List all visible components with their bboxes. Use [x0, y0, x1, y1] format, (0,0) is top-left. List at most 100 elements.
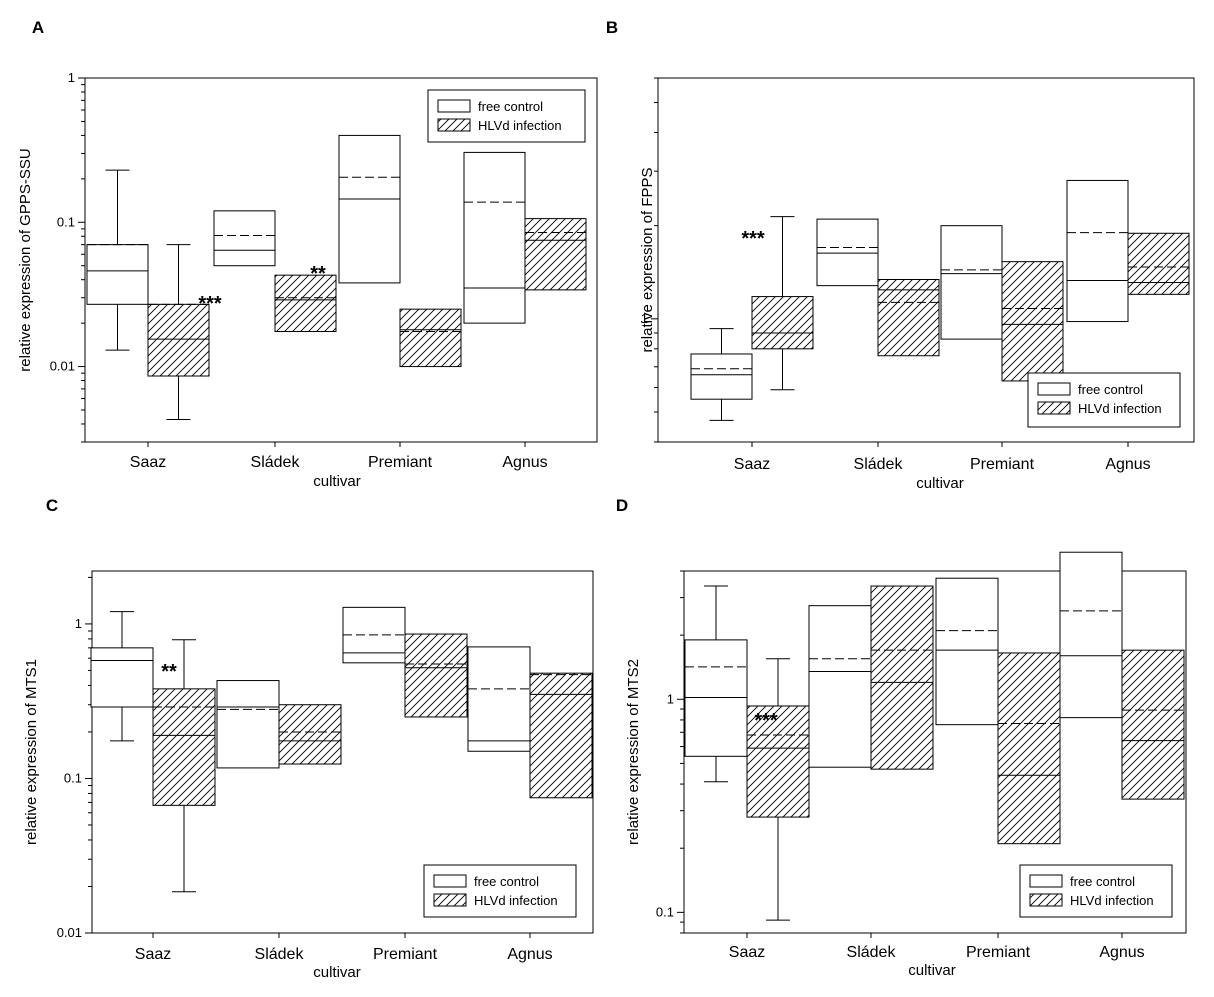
legend-swatch-control: [1029, 874, 1063, 888]
box-hlvd-premiant: [404, 633, 468, 718]
box-iqr: [870, 585, 934, 770]
box-iqr: [213, 210, 276, 267]
x-axis-label: cultivar: [916, 475, 964, 492]
x-category-label: Premiant: [373, 946, 438, 963]
box-hlvd-agnus: [1121, 649, 1185, 800]
plot-frame: [657, 77, 1195, 443]
box-hlvd-saaz: [147, 244, 210, 420]
y-tick-label: 0.1: [656, 904, 674, 919]
plot-frame: [84, 77, 598, 443]
box-hlvd-premiant: [997, 652, 1061, 845]
box-iqr: [1127, 232, 1190, 295]
box-hlvd-sládek: [274, 274, 337, 332]
y-axis-label: relative expression of FPPS: [639, 167, 656, 352]
y-axis-label: relative expression of MTS1: [23, 659, 40, 845]
legend: free control HLVd infection: [1027, 372, 1181, 428]
box-iqr: [808, 605, 872, 768]
box-iqr: [147, 303, 210, 377]
x-category-label: Agnus: [507, 946, 552, 963]
box-hlvd-premiant: [399, 308, 462, 368]
legend-label-hlvd: HLVd infection: [1078, 401, 1162, 416]
x-category-label: Sládek: [251, 454, 301, 471]
box-control-premiant: [935, 577, 999, 726]
y-tick-label: 1: [75, 616, 82, 631]
box-iqr: [86, 244, 149, 305]
box-iqr: [816, 218, 879, 287]
box-iqr: [399, 308, 462, 368]
significance-marker: **: [310, 263, 326, 285]
x-category-label: Sládek: [255, 946, 305, 963]
box-iqr: [216, 680, 280, 769]
box-iqr: [935, 577, 999, 726]
box-control-sládek: [216, 680, 280, 769]
chart-panel-c: C 0.01 0.1 1 Saaz Sládek Premiant Agnus cultivar…: [23, 496, 594, 981]
box-control-agnus: [1059, 551, 1123, 719]
panel-letter: A: [32, 18, 44, 37]
panel-letter: D: [616, 496, 628, 515]
box-control-agnus: [463, 151, 526, 324]
x-category-label: Saaz: [135, 946, 171, 963]
significance-marker: ***: [754, 710, 778, 732]
box-hlvd-sládek: [877, 278, 940, 357]
box-hlvd-saaz: [751, 216, 814, 391]
chart-panel-b: B 1 Saaz Sládek Premiant Agnus cultivar relativ…: [606, 18, 1195, 492]
box-iqr: [940, 225, 1003, 340]
legend: free control HLVd infection: [427, 89, 586, 143]
x-axis-label: cultivar: [313, 964, 361, 981]
legend: free control HLVd infection: [423, 864, 577, 918]
legend-swatch-control: [1037, 382, 1071, 396]
legend-swatch-hlvd: [437, 118, 471, 132]
legend-label-hlvd: HLVd infection: [478, 118, 562, 133]
box-iqr: [463, 151, 526, 324]
legend-label-control: free control: [1078, 382, 1143, 397]
significance-marker: **: [161, 661, 177, 683]
y-tick-label: 0.1: [57, 214, 75, 229]
box-iqr: [467, 646, 531, 752]
x-category-label: Premiant: [368, 454, 433, 471]
legend-label-hlvd: HLVd infection: [1070, 893, 1154, 908]
box-iqr: [529, 672, 593, 799]
box-iqr: [524, 218, 587, 291]
box-hlvd-agnus: [524, 218, 587, 291]
legend-label-hlvd: HLVd infection: [474, 893, 558, 908]
y-axis-label: relative expression of GPPS-SSU: [17, 148, 34, 371]
y-tick-label: 0.01: [50, 359, 75, 374]
x-category-label: Saaz: [729, 944, 765, 961]
x-category-label: Sládek: [847, 944, 897, 961]
box-iqr: [751, 296, 814, 350]
box-hlvd-saaz: [152, 639, 216, 893]
box-iqr: [152, 688, 216, 806]
box-control-premiant: [940, 225, 1003, 340]
significance-marker: ***: [198, 293, 222, 315]
chart-panel-a: A 0.01 0.1 1 Saaz Sládek Premiant Agnus cultivar…: [17, 18, 598, 490]
box-hlvd-premiant: [1001, 261, 1064, 382]
y-axis-label: relative expression of MTS2: [625, 659, 642, 845]
box-control-premiant: [342, 606, 406, 664]
x-category-label: Sládek: [854, 456, 904, 473]
box-iqr: [746, 705, 810, 818]
box-iqr: [1066, 179, 1129, 323]
box-iqr: [404, 633, 468, 718]
chart-panel-d: D 0.1 1 Saaz Sládek Premiant Agnus cultivar rela…: [616, 496, 1187, 979]
box-hlvd-sládek: [870, 585, 934, 770]
box-iqr: [1001, 261, 1064, 382]
x-category-label: Saaz: [734, 456, 770, 473]
legend-swatch-control: [437, 99, 471, 113]
y-tick-label: 1: [68, 70, 75, 85]
x-category-label: Premiant: [970, 456, 1035, 473]
box-iqr: [684, 639, 748, 757]
x-axis-label: cultivar: [908, 962, 956, 979]
box-iqr: [877, 278, 940, 357]
legend-label-control: free control: [474, 874, 539, 889]
box-control-sládek: [808, 605, 872, 768]
box-hlvd-saaz: [746, 658, 810, 921]
plot-frame: [91, 570, 594, 934]
box-iqr: [278, 704, 342, 765]
x-category-label: Agnus: [1105, 456, 1150, 473]
x-category-label: Agnus: [502, 454, 547, 471]
box-iqr: [90, 647, 154, 708]
legend-swatch-control: [433, 874, 467, 888]
box-hlvd-agnus: [529, 672, 593, 799]
legend-swatch-hlvd: [1029, 893, 1063, 907]
x-category-label: Premiant: [966, 944, 1031, 961]
